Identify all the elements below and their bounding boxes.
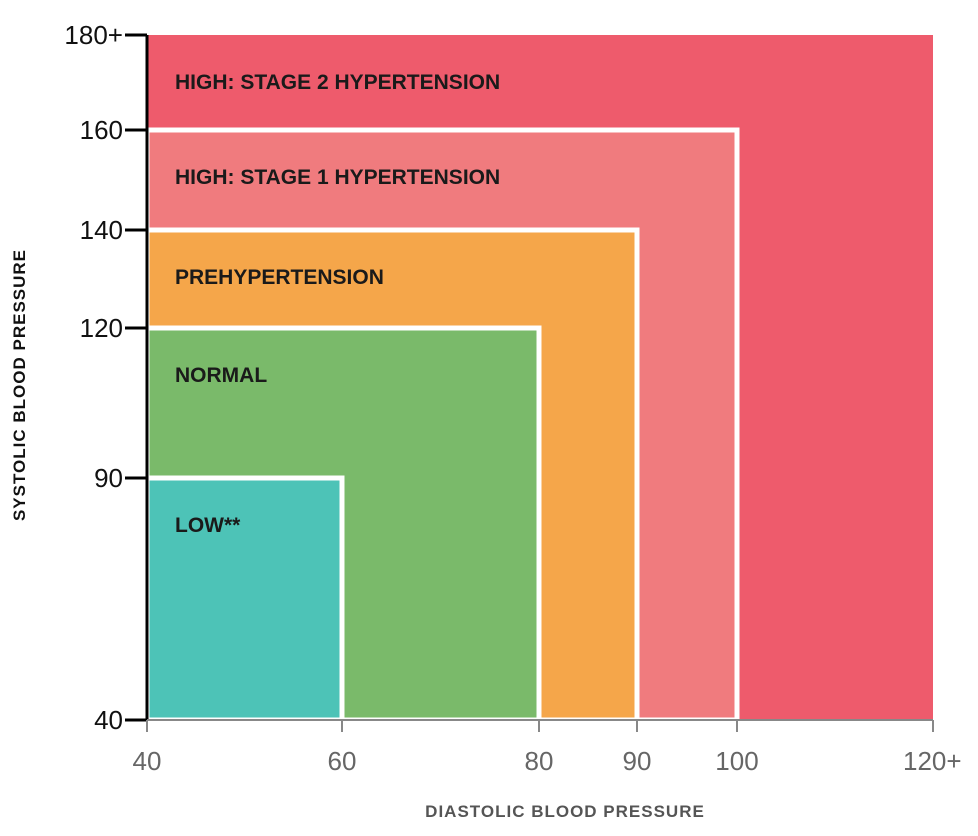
x-ticks: 40 60 80 90 100 120+ [133, 720, 962, 776]
y-axis-label: SYSTOLIC BLOOD PRESSURE [10, 249, 29, 521]
y-tick-label-140: 140 [80, 215, 123, 245]
x-tick-label-80: 80 [525, 746, 554, 776]
zone-label-high-stage-2-hypertension: HIGH: STAGE 2 HYPERTENSION [175, 71, 500, 94]
x-axis-label: DIASTOLIC BLOOD PRESSURE [425, 802, 705, 821]
y-tick-label-120: 120 [80, 313, 123, 343]
left-edge-mask [137, 0, 147, 730]
zone-label-normal: NORMAL [175, 364, 267, 387]
x-tick-label-60: 60 [328, 746, 357, 776]
y-tick-label-90: 90 [94, 463, 123, 493]
zone-label-low: LOW** [175, 514, 241, 537]
y-tick-label-160: 160 [80, 115, 123, 145]
y-tick-label-180: 180+ [64, 20, 123, 50]
y-ticks: 40 90 120 140 160 180+ [64, 20, 147, 735]
zone-label-high-stage-1-hypertension: HIGH: STAGE 1 HYPERTENSION [175, 166, 500, 189]
zone-label-prehypertension: PREHYPERTENSION [175, 266, 384, 289]
y-tick-label-40: 40 [94, 705, 123, 735]
x-tick-label-40: 40 [133, 746, 162, 776]
x-tick-label-100: 100 [715, 746, 758, 776]
x-tick-label-120: 120+ [903, 746, 962, 776]
x-tick-label-90: 90 [623, 746, 652, 776]
zones-layer: HIGH: STAGE 2 HYPERTENSION HIGH: STAGE 1 … [137, 0, 943, 730]
